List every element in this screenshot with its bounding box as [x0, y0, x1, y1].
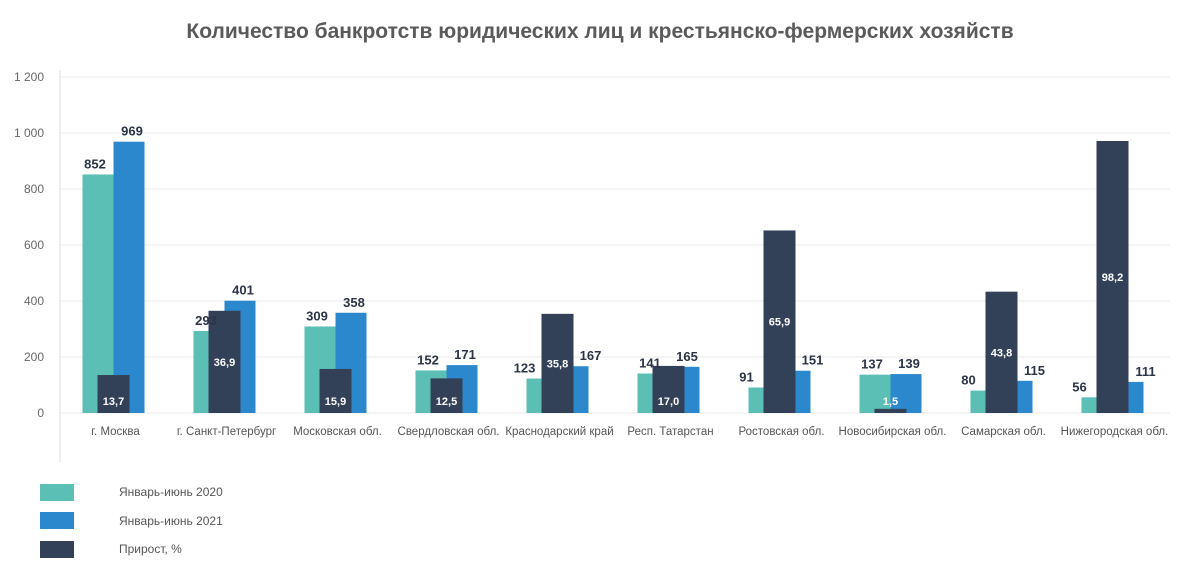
bar-growth: [208, 310, 241, 413]
x-tick-label: г. Москва: [91, 426, 140, 438]
legend-swatch-2020: [40, 483, 74, 501]
legend: Январь-июнь 2020 Январь-июнь 2021 Прирос…: [40, 478, 223, 564]
value-label-2020: 91: [739, 370, 753, 385]
bar-2021: [113, 141, 145, 413]
value-label-growth: 98,2: [1102, 272, 1123, 284]
value-label-growth: 12,5: [436, 396, 457, 408]
legend-item-2020: Январь-июнь 2020: [40, 478, 223, 507]
bar-growth: [541, 313, 574, 413]
legend-label-growth: Прирост, %: [119, 542, 182, 557]
x-tick-label: Респ. Татарстан: [627, 426, 713, 438]
bars: [82, 140, 1144, 413]
legend-item-2021: Январь-июнь 2021: [40, 507, 223, 536]
value-label-2021: 111: [1135, 364, 1155, 379]
gridlines: [59, 70, 1170, 462]
value-label-2020: 141: [639, 356, 661, 371]
legend-label-2021: Январь-июнь 2021: [119, 513, 223, 528]
x-tick-label: Самарская обл.: [961, 426, 1046, 438]
y-tick-label: 400: [24, 294, 44, 308]
value-label-2021: 969: [121, 124, 143, 139]
value-label-growth: 65,9: [769, 317, 790, 329]
value-label-2020: 152: [417, 352, 439, 367]
bar-2020: [859, 374, 891, 413]
bar-growth: [985, 291, 1018, 413]
value-label-2020: 852: [84, 156, 106, 171]
bar-growth: [1096, 140, 1129, 413]
legend-item-growth: Прирост, %: [40, 535, 223, 564]
legend-swatch-2021: [40, 512, 74, 530]
x-tick-label: Нижегородская обл.: [1061, 426, 1169, 438]
value-label-2020: 56: [1072, 379, 1086, 394]
chart-title: Количество банкротств юридических лиц и …: [186, 20, 1014, 43]
legend-swatch-growth: [40, 540, 74, 558]
value-label-growth: 36,9: [214, 357, 235, 369]
value-label-2021: 165: [676, 349, 698, 364]
value-label-2020: 293: [195, 313, 217, 328]
y-tick-label: 200: [24, 350, 44, 364]
value-label-2021: 358: [343, 295, 365, 310]
x-tick-label: Новосибирская обл.: [839, 426, 947, 438]
x-tick-label: Краснодарский край: [505, 426, 613, 438]
value-label-2021: 167: [580, 348, 602, 363]
value-label-2021: 139: [898, 356, 920, 371]
x-axis: г. Москва г. Санкт-Петербург Московская об…: [91, 426, 1168, 438]
value-label-2020: 137: [861, 357, 883, 372]
x-tick-label: г. Санкт-Петербург: [177, 426, 276, 438]
value-label-growth: 15,9: [325, 396, 346, 408]
bar-growth: [763, 230, 796, 413]
value-label-2021: 171: [454, 347, 476, 362]
data-labels: 852 969 13,7 293 401 36,9 309 358 15,9 152 171 12,5…: [84, 124, 1155, 408]
value-label-2020: 123: [514, 361, 536, 376]
x-tick-label: Ростовская обл.: [738, 426, 824, 438]
bar-growth: [652, 365, 685, 413]
bar-growth: [97, 375, 130, 413]
x-tick-label: Свердловская обл.: [398, 426, 500, 438]
bar-growth: [319, 368, 352, 413]
bar-growth: [430, 378, 463, 413]
y-tick-label: 600: [24, 238, 44, 252]
bar-2021: [890, 374, 922, 413]
value-label-growth: 43,8: [991, 347, 1012, 359]
y-tick-label: 0: [37, 406, 44, 420]
legend-label-2020: Январь-июнь 2020: [119, 485, 223, 500]
y-axis: 0 200 400 600 800 1 000 1 200: [14, 70, 44, 420]
y-tick-label: 1 000: [14, 126, 44, 140]
value-label-growth: 1,5: [883, 396, 898, 408]
value-label-growth: 13,7: [103, 396, 124, 408]
value-label-2020: 80: [961, 373, 975, 388]
value-label-2020: 309: [306, 308, 328, 323]
value-label-2021: 151: [802, 353, 824, 368]
value-label-2021: 115: [1024, 363, 1045, 378]
y-tick-label: 1 200: [14, 70, 44, 84]
value-label-growth: 35,8: [547, 358, 568, 370]
bar-2020: [82, 174, 114, 413]
value-label-2021: 401: [232, 283, 254, 298]
x-tick-label: Московская обл.: [293, 426, 382, 438]
bar-growth: [874, 408, 907, 413]
y-tick-label: 800: [24, 182, 44, 196]
value-label-growth: 17,0: [658, 396, 679, 408]
